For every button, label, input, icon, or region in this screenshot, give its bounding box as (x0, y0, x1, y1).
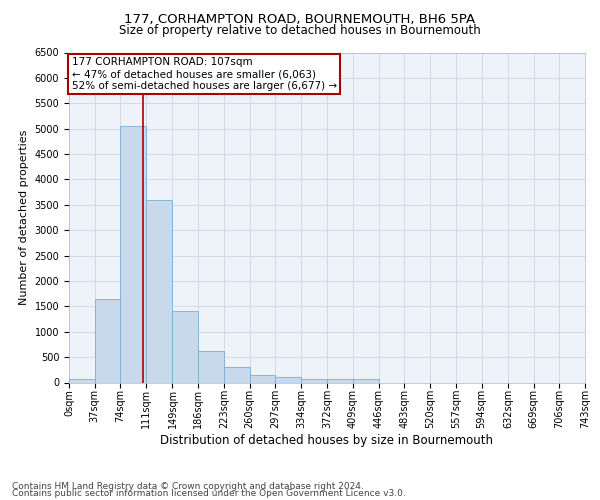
Bar (224, 368, 250, 382)
Bar (69, 378, 95, 382)
Text: Contains HM Land Registry data © Crown copyright and database right 2024.: Contains HM Land Registry data © Crown c… (12, 482, 364, 491)
Text: 177 CORHAMPTON ROAD: 107sqm
← 47% of detached houses are smaller (6,063)
52% of : 177 CORHAMPTON ROAD: 107sqm ← 47% of det… (71, 58, 337, 90)
Text: Contains public sector information licensed under the Open Government Licence v3: Contains public sector information licen… (12, 490, 406, 498)
Bar (121, 126, 146, 382)
Bar (172, 312, 198, 382)
Bar (146, 200, 172, 382)
Bar (301, 378, 328, 382)
Bar (353, 378, 379, 382)
Bar (275, 377, 301, 382)
Text: Size of property relative to detached houses in Bournemouth: Size of property relative to detached ho… (119, 24, 481, 37)
Bar (328, 380, 353, 382)
X-axis label: Distribution of detached houses by size in Bournemouth: Distribution of detached houses by size … (161, 434, 493, 447)
Text: 177, CORHAMPTON ROAD, BOURNEMOUTH, BH6 5PA: 177, CORHAMPTON ROAD, BOURNEMOUTH, BH6 5… (124, 12, 476, 26)
Bar (95, 298, 121, 382)
Y-axis label: Number of detached properties: Number of detached properties (19, 130, 29, 305)
Bar (198, 351, 224, 382)
Bar (250, 375, 275, 382)
